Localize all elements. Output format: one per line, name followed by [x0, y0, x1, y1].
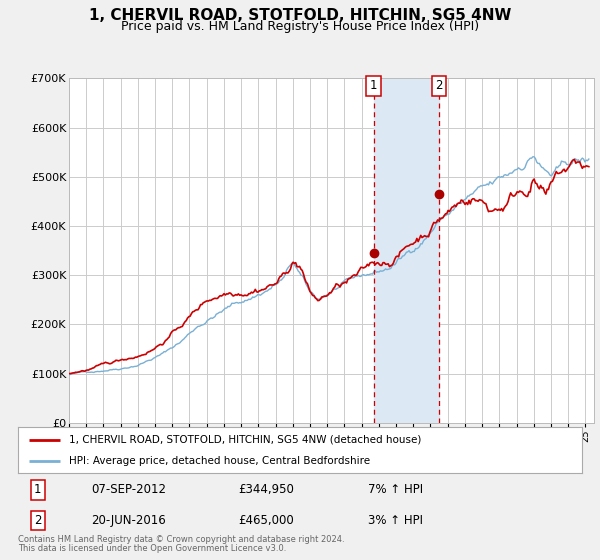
Text: 1: 1 [370, 80, 377, 92]
Text: 1, CHERVIL ROAD, STOTFOLD, HITCHIN, SG5 4NW: 1, CHERVIL ROAD, STOTFOLD, HITCHIN, SG5 … [89, 8, 511, 24]
Text: This data is licensed under the Open Government Licence v3.0.: This data is licensed under the Open Gov… [18, 544, 286, 553]
Text: £465,000: £465,000 [238, 514, 294, 527]
Text: 1: 1 [34, 483, 41, 496]
Text: 07-SEP-2012: 07-SEP-2012 [91, 483, 166, 496]
Text: 1, CHERVIL ROAD, STOTFOLD, HITCHIN, SG5 4NW (detached house): 1, CHERVIL ROAD, STOTFOLD, HITCHIN, SG5 … [69, 435, 421, 445]
Text: 2: 2 [435, 80, 442, 92]
Text: 7% ↑ HPI: 7% ↑ HPI [368, 483, 423, 496]
Text: 3% ↑ HPI: 3% ↑ HPI [368, 514, 422, 527]
Bar [373, 78, 439, 423]
Text: HPI: Average price, detached house, Central Bedfordshire: HPI: Average price, detached house, Cent… [69, 456, 370, 466]
Text: Contains HM Land Registry data © Crown copyright and database right 2024.: Contains HM Land Registry data © Crown c… [18, 535, 344, 544]
Text: £344,950: £344,950 [238, 483, 294, 496]
Text: Price paid vs. HM Land Registry's House Price Index (HPI): Price paid vs. HM Land Registry's House … [121, 20, 479, 33]
Text: 20-JUN-2016: 20-JUN-2016 [91, 514, 166, 527]
Text: 2: 2 [34, 514, 41, 527]
